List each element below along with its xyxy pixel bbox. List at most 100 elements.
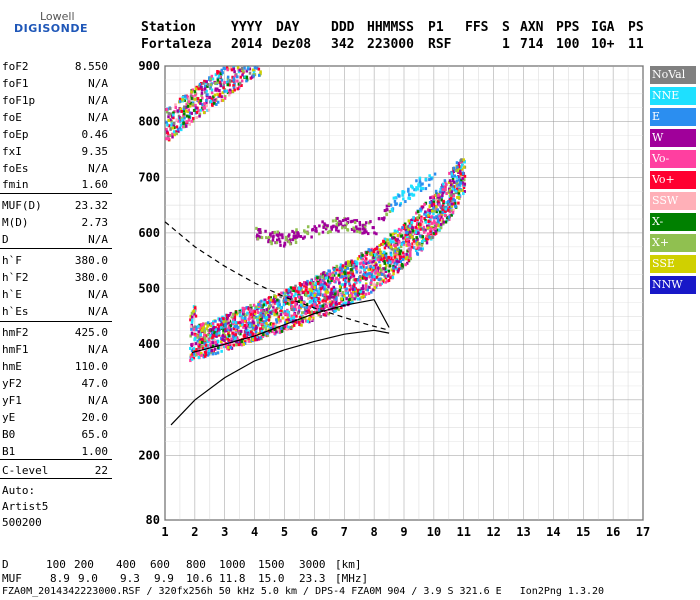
echo-point xyxy=(343,294,346,298)
echo-point xyxy=(319,304,322,308)
echo-point xyxy=(424,201,428,205)
param-value: N/A xyxy=(88,288,108,301)
echo-point xyxy=(341,296,345,300)
echo-point xyxy=(274,310,278,314)
echo-point xyxy=(300,288,303,292)
echo-point xyxy=(216,345,220,349)
echo-point xyxy=(204,345,208,349)
echo-point xyxy=(307,308,310,312)
echo-point xyxy=(216,71,219,75)
echo-point xyxy=(462,158,465,162)
echo-point xyxy=(255,336,259,340)
echo-point xyxy=(397,227,401,231)
echo-point xyxy=(274,295,277,299)
echo-point xyxy=(254,330,258,334)
echo-point xyxy=(309,315,312,319)
echo-point xyxy=(295,289,298,293)
echo-point xyxy=(374,275,377,279)
echo-point xyxy=(190,119,193,123)
echo-point xyxy=(402,226,406,230)
echo-point xyxy=(180,98,184,102)
echo-point xyxy=(397,264,401,268)
echo-point xyxy=(358,255,361,259)
echo-point xyxy=(406,225,409,229)
echo-point xyxy=(271,326,275,330)
echo-point xyxy=(324,227,328,231)
echo-point xyxy=(374,257,377,261)
echo-point xyxy=(174,103,177,107)
echo-point xyxy=(226,68,229,72)
echo-point xyxy=(219,75,222,79)
echo-point xyxy=(383,261,387,265)
echo-point xyxy=(165,120,168,124)
echo-point xyxy=(244,328,248,332)
echo-point xyxy=(248,314,252,318)
echo-point xyxy=(448,205,451,209)
echo-point xyxy=(245,75,249,79)
echo-point xyxy=(332,285,336,289)
echo-point xyxy=(273,300,277,304)
echo-point xyxy=(167,137,170,141)
echo-point xyxy=(253,327,257,331)
echo-point xyxy=(206,353,210,357)
echo-point xyxy=(256,318,259,322)
muf-value: 9.9 xyxy=(154,572,174,585)
echo-point xyxy=(352,278,356,282)
echo-point xyxy=(305,310,308,314)
param-separator xyxy=(0,321,112,322)
echo-point xyxy=(175,125,179,129)
echo-point xyxy=(294,308,297,312)
echo-point xyxy=(375,269,379,273)
echo-point xyxy=(327,275,331,279)
echo-point xyxy=(317,298,320,302)
echo-point xyxy=(353,281,357,285)
echo-point xyxy=(378,260,381,264)
echo-point xyxy=(192,347,196,351)
echo-point xyxy=(237,341,240,345)
echo-point xyxy=(283,321,287,325)
echo-point xyxy=(283,289,287,293)
muf-value: 15.0 xyxy=(258,572,285,585)
echo-point xyxy=(165,137,168,141)
echo-point xyxy=(264,311,268,315)
echo-point xyxy=(237,82,241,86)
echo-point xyxy=(338,220,341,224)
echo-point xyxy=(340,306,343,310)
echo-point xyxy=(373,273,377,277)
echo-point xyxy=(294,241,298,245)
echo-point xyxy=(204,338,207,342)
echo-point xyxy=(353,287,356,291)
param-name: foF1 xyxy=(2,77,29,90)
echo-point xyxy=(381,272,384,276)
echo-point xyxy=(219,325,223,329)
echo-point xyxy=(284,235,288,239)
echo-point xyxy=(222,82,226,86)
echo-point xyxy=(269,298,273,302)
echo-point xyxy=(408,230,412,234)
echo-point xyxy=(216,80,219,84)
y-tick-label: 700 xyxy=(138,170,160,184)
echo-point xyxy=(183,98,187,102)
echo-point xyxy=(381,242,385,246)
echo-point xyxy=(457,178,461,182)
echo-point xyxy=(349,276,352,280)
echo-point xyxy=(324,291,328,295)
param-value: N/A xyxy=(88,77,108,90)
echo-point xyxy=(328,281,332,285)
echo-point xyxy=(441,204,445,208)
echo-point xyxy=(391,275,395,279)
echo-point xyxy=(458,189,461,193)
echo-point xyxy=(349,286,353,290)
echo-point xyxy=(206,82,210,86)
echo-point xyxy=(338,281,341,285)
echo-point xyxy=(441,210,444,214)
echo-point xyxy=(250,75,254,79)
echo-point xyxy=(259,70,262,74)
echo-point xyxy=(322,279,325,283)
echo-point xyxy=(419,209,423,213)
echo-point xyxy=(290,305,294,309)
echo-point xyxy=(285,328,289,332)
echo-point xyxy=(224,324,227,328)
echo-point xyxy=(221,91,225,95)
echo-point xyxy=(396,233,400,237)
